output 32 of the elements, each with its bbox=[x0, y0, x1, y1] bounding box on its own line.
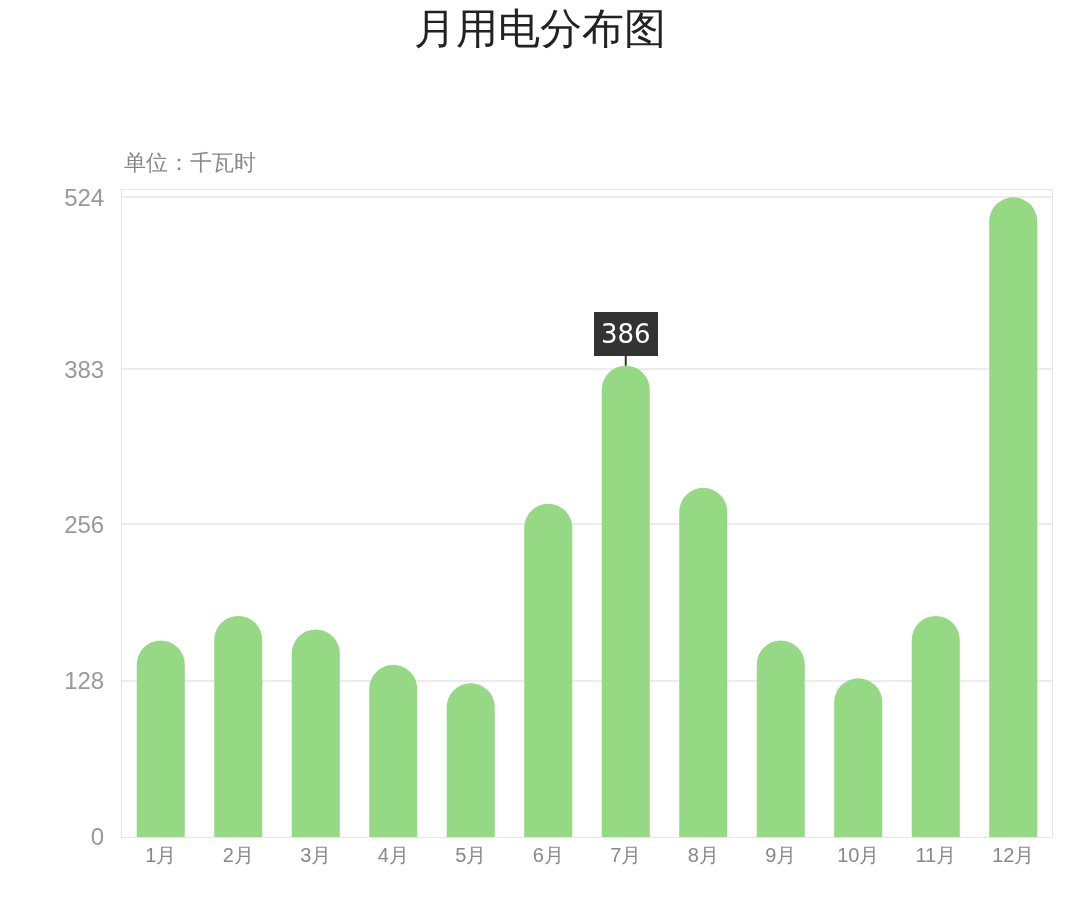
bar bbox=[446, 683, 495, 837]
x-tick-label: 10月 bbox=[837, 844, 880, 866]
y-tick-label: 128 bbox=[64, 667, 105, 695]
y-tick-label: 383 bbox=[64, 355, 105, 383]
bar bbox=[834, 678, 883, 837]
x-tick-label: 12月 bbox=[992, 844, 1035, 866]
x-tick-label: 7月 bbox=[610, 844, 642, 866]
x-tick-label: 1月 bbox=[145, 844, 177, 866]
x-tick-label: 4月 bbox=[377, 844, 409, 866]
y-axis-title: 单位：千瓦时 bbox=[124, 150, 256, 175]
chart-title: 月用电分布图 bbox=[414, 5, 666, 52]
bar bbox=[679, 487, 728, 837]
y-tick-label: 0 bbox=[90, 823, 105, 851]
y-tick-label: 256 bbox=[64, 510, 105, 538]
bar bbox=[136, 640, 185, 837]
x-tick-label: 6月 bbox=[532, 844, 564, 866]
x-tick-label: 5月 bbox=[455, 844, 487, 866]
bar bbox=[214, 616, 263, 837]
y-tick-label: 524 bbox=[64, 183, 105, 211]
x-tick-label: 8月 bbox=[687, 844, 719, 866]
bar bbox=[291, 629, 340, 837]
x-tick-label: 9月 bbox=[765, 844, 797, 866]
bar bbox=[601, 365, 650, 837]
data-label: 386 bbox=[601, 319, 651, 349]
x-tick-label: 2月 bbox=[222, 844, 254, 866]
bar bbox=[756, 640, 805, 837]
bar bbox=[911, 616, 960, 837]
bar bbox=[524, 503, 573, 837]
x-tick-label: 3月 bbox=[300, 844, 332, 866]
bar bbox=[369, 664, 418, 837]
bar bbox=[989, 197, 1038, 837]
x-tick-label: 11月 bbox=[915, 844, 957, 866]
